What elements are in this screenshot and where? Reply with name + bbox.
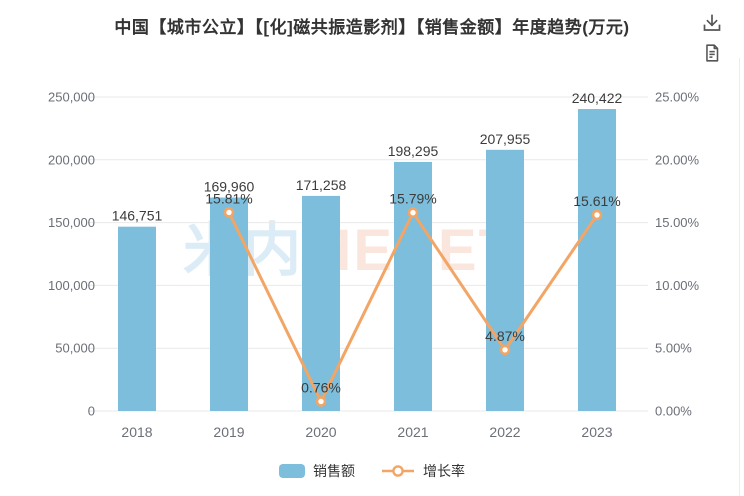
line-point-2019[interactable] <box>223 207 235 218</box>
toolbox <box>700 12 724 65</box>
y-axis-right-tick: 0.00% <box>655 404 692 419</box>
y-axis-right-tick: 5.00% <box>655 341 692 356</box>
line-swatch-icon <box>381 464 415 478</box>
line-point-2020[interactable] <box>315 396 327 407</box>
bar-2022[interactable] <box>486 149 524 411</box>
line-value-label-2021: 15.79% <box>389 191 436 207</box>
x-axis-tick-2021: 2021 <box>397 424 428 440</box>
y-axis-left-tick: 150,000 <box>48 215 95 230</box>
bar-2018[interactable] <box>118 226 156 411</box>
y-axis-left-tick: 100,000 <box>48 278 95 293</box>
legend-item-sales[interactable]: 销售额 <box>279 461 355 481</box>
download-icon[interactable] <box>700 12 724 36</box>
y-axis-right-tick: 10.00% <box>655 278 700 293</box>
chart-title: 中国【城市公立】【[化]磁共振造影剂】【销售金额】年度趋势(万元) <box>114 18 630 37</box>
legend-label-sales: 销售额 <box>313 463 355 479</box>
y-axis-left-tick: 50,000 <box>55 341 95 356</box>
y-axis-left-tick: 0 <box>88 404 95 419</box>
y-axis-left-tick: 200,000 <box>48 152 95 167</box>
line-value-label-2019: 15.81% <box>205 190 252 206</box>
legend-label-growth: 增长率 <box>423 463 465 479</box>
x-axis-tick-2020: 2020 <box>305 424 336 440</box>
x-axis-tick-2023: 2023 <box>581 424 612 440</box>
report-icon[interactable] <box>700 41 724 65</box>
line-point-2023[interactable] <box>591 209 603 221</box>
legend: 销售额 增长率 <box>0 461 744 481</box>
bar-value-label-2019: 169,960 <box>204 179 255 195</box>
line-point-2021[interactable] <box>407 207 419 218</box>
line-value-label-2022: 4.87% <box>485 328 525 344</box>
bar-2021[interactable] <box>394 161 432 411</box>
x-axis-tick-2022: 2022 <box>489 424 520 440</box>
bar-2019[interactable] <box>210 197 248 411</box>
bar-swatch-icon <box>279 464 305 478</box>
legend-item-growth[interactable]: 增长率 <box>381 461 465 481</box>
panel-border <box>739 58 740 496</box>
line-value-label-2020: 0.76% <box>301 379 341 395</box>
line-point-2022[interactable] <box>499 344 511 356</box>
x-axis-tick-2018: 2018 <box>121 424 152 440</box>
bar-value-label-2018: 146,751 <box>112 208 163 224</box>
bar-value-label-2022: 207,955 <box>480 131 531 147</box>
x-axis-tick-2019: 2019 <box>213 424 244 440</box>
bar-value-label-2023: 240,422 <box>572 90 623 106</box>
y-axis-right-tick: 20.00% <box>655 152 700 167</box>
chart-plot: 0 0.00% 50,000 5.00% 100,000 10.00% 150,000 15.… <box>48 90 700 441</box>
y-axis-left-tick: 250,000 <box>48 90 95 105</box>
y-axis-right-tick: 15.00% <box>655 215 700 230</box>
line-value-label-2023: 15.61% <box>573 193 620 209</box>
y-axis-right-tick: 25.00% <box>655 90 700 105</box>
bar-value-label-2020: 171,258 <box>296 177 347 193</box>
bar-value-label-2021: 198,295 <box>388 143 439 159</box>
bar-2023[interactable] <box>578 109 616 411</box>
